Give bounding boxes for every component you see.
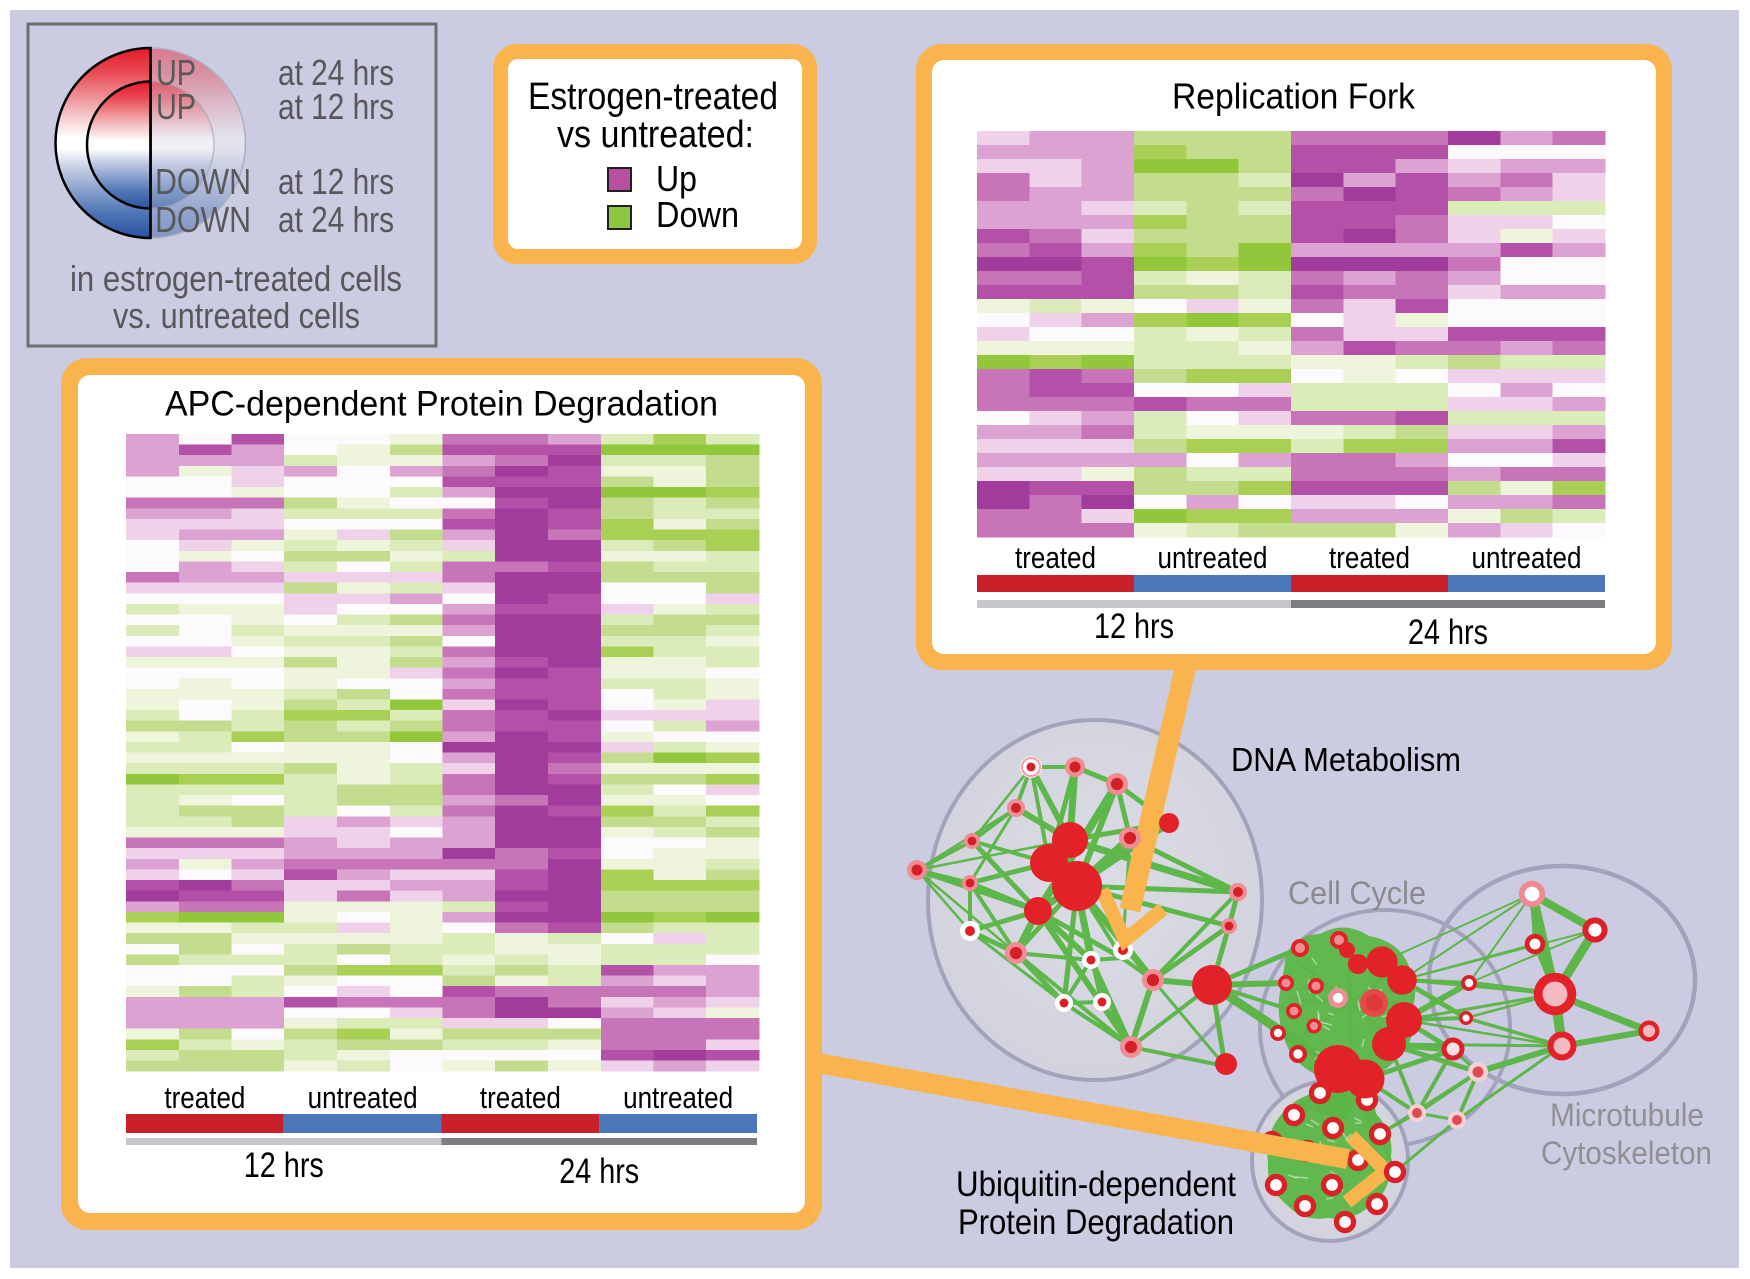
svg-text:untreated: untreated — [623, 1080, 733, 1115]
svg-text:12 hrs: 12 hrs — [244, 1146, 324, 1185]
svg-text:untreated: untreated — [1158, 540, 1268, 575]
svg-text:Estrogen-treated: Estrogen-treated — [528, 76, 778, 118]
svg-text:Down: Down — [656, 194, 739, 235]
svg-text:APC-dependent Protein Degradat: APC-dependent Protein Degradation — [165, 384, 718, 424]
svg-text:treated: treated — [1015, 540, 1096, 575]
svg-text:DOWN: DOWN — [155, 161, 251, 202]
svg-text:treated: treated — [480, 1080, 561, 1115]
svg-text:UP: UP — [156, 86, 196, 127]
svg-text:treated: treated — [1329, 540, 1410, 575]
svg-text:untreated: untreated — [1472, 540, 1582, 575]
svg-text:Ubiquitin-dependent: Ubiquitin-dependent — [956, 1165, 1236, 1204]
svg-text:Cell Cycle: Cell Cycle — [1288, 875, 1426, 911]
svg-text:treated: treated — [164, 1080, 245, 1115]
svg-text:at 12 hrs: at 12 hrs — [278, 161, 394, 202]
svg-text:UP: UP — [156, 52, 196, 93]
svg-text:at 24 hrs: at 24 hrs — [278, 199, 394, 240]
svg-text:vs. untreated cells: vs. untreated cells — [113, 295, 360, 336]
svg-text:24 hrs: 24 hrs — [559, 1152, 639, 1191]
svg-text:DOWN: DOWN — [155, 199, 251, 240]
svg-text:DNA Metabolism: DNA Metabolism — [1231, 741, 1461, 778]
svg-text:vs untreated:: vs untreated: — [557, 114, 754, 156]
svg-text:Cytoskeleton: Cytoskeleton — [1541, 1135, 1712, 1171]
svg-text:Protein Degradation: Protein Degradation — [958, 1203, 1234, 1242]
svg-text:Replication Fork: Replication Fork — [1172, 76, 1416, 117]
svg-text:at 24 hrs: at 24 hrs — [278, 52, 394, 93]
svg-text:in estrogen-treated cells: in estrogen-treated cells — [70, 258, 402, 299]
svg-text:12 hrs: 12 hrs — [1094, 607, 1174, 646]
svg-text:24 hrs: 24 hrs — [1408, 613, 1488, 652]
svg-text:at 12 hrs: at 12 hrs — [278, 86, 394, 127]
svg-text:Up: Up — [656, 158, 697, 199]
svg-text:Microtubule: Microtubule — [1550, 1097, 1704, 1133]
svg-text:untreated: untreated — [308, 1080, 418, 1115]
